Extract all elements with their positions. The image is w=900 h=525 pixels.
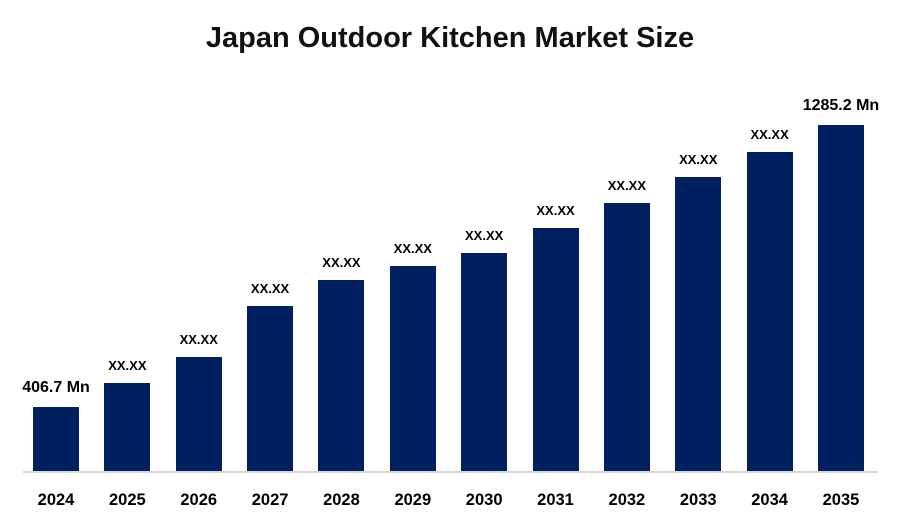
bar-value-label-2034: XX.XX: [750, 127, 789, 142]
bar-2035: [817, 125, 864, 471]
bar-value-label-2030: XX.XX: [465, 228, 504, 243]
x-axis-label-2035: 2035: [822, 491, 860, 509]
x-axis-label-2028: 2028: [323, 491, 360, 509]
x-axis-label-2029: 2029: [394, 491, 432, 509]
bar-2032: [603, 203, 650, 471]
x-axis-label-2026: 2026: [180, 491, 218, 509]
bar-value-label-2029: XX.XX: [393, 241, 432, 256]
bar-value-label-2028: XX.XX: [322, 255, 361, 270]
bar-2033: [675, 177, 722, 471]
x-axis-label-2032: 2032: [608, 491, 646, 509]
bar-value-label-2031: XX.XX: [536, 203, 575, 218]
x-axis-label-2033: 2033: [679, 491, 717, 509]
x-axis-label-2031: 2031: [537, 491, 574, 509]
x-axis-line: [23, 471, 878, 473]
x-axis-label-2027: 2027: [251, 491, 289, 509]
bar-value-label-2033: XX.XX: [679, 152, 718, 167]
bar-value-label-2035: 1285.2 Mn: [802, 97, 880, 114]
bar-value-label-2027: XX.XX: [250, 281, 290, 296]
x-axis-label-2034: 2034: [751, 491, 788, 509]
bar-value-label-2024: 406.7 Mn: [22, 379, 90, 396]
bar-value-label-2032: XX.XX: [607, 178, 647, 193]
bar-2031: [532, 228, 579, 471]
bar-2025: [104, 383, 151, 471]
bar-value-label-2025: XX.XX: [108, 358, 147, 373]
x-axis-label-2024: 2024: [37, 491, 75, 509]
bar-2030: [461, 253, 508, 471]
chart-title: Japan Outdoor Kitchen Market Size: [205, 22, 695, 54]
bar-2028: [318, 280, 365, 471]
bar-2024: [33, 407, 79, 471]
bar-2029: [389, 266, 436, 471]
bar-2034: [746, 152, 793, 471]
bar-2026: [175, 357, 222, 471]
bar-2027: [247, 306, 294, 471]
x-axis-label-2030: 2030: [465, 491, 503, 509]
x-axis-label-2025: 2025: [109, 491, 146, 509]
bar-value-label-2026: XX.XX: [179, 332, 218, 347]
